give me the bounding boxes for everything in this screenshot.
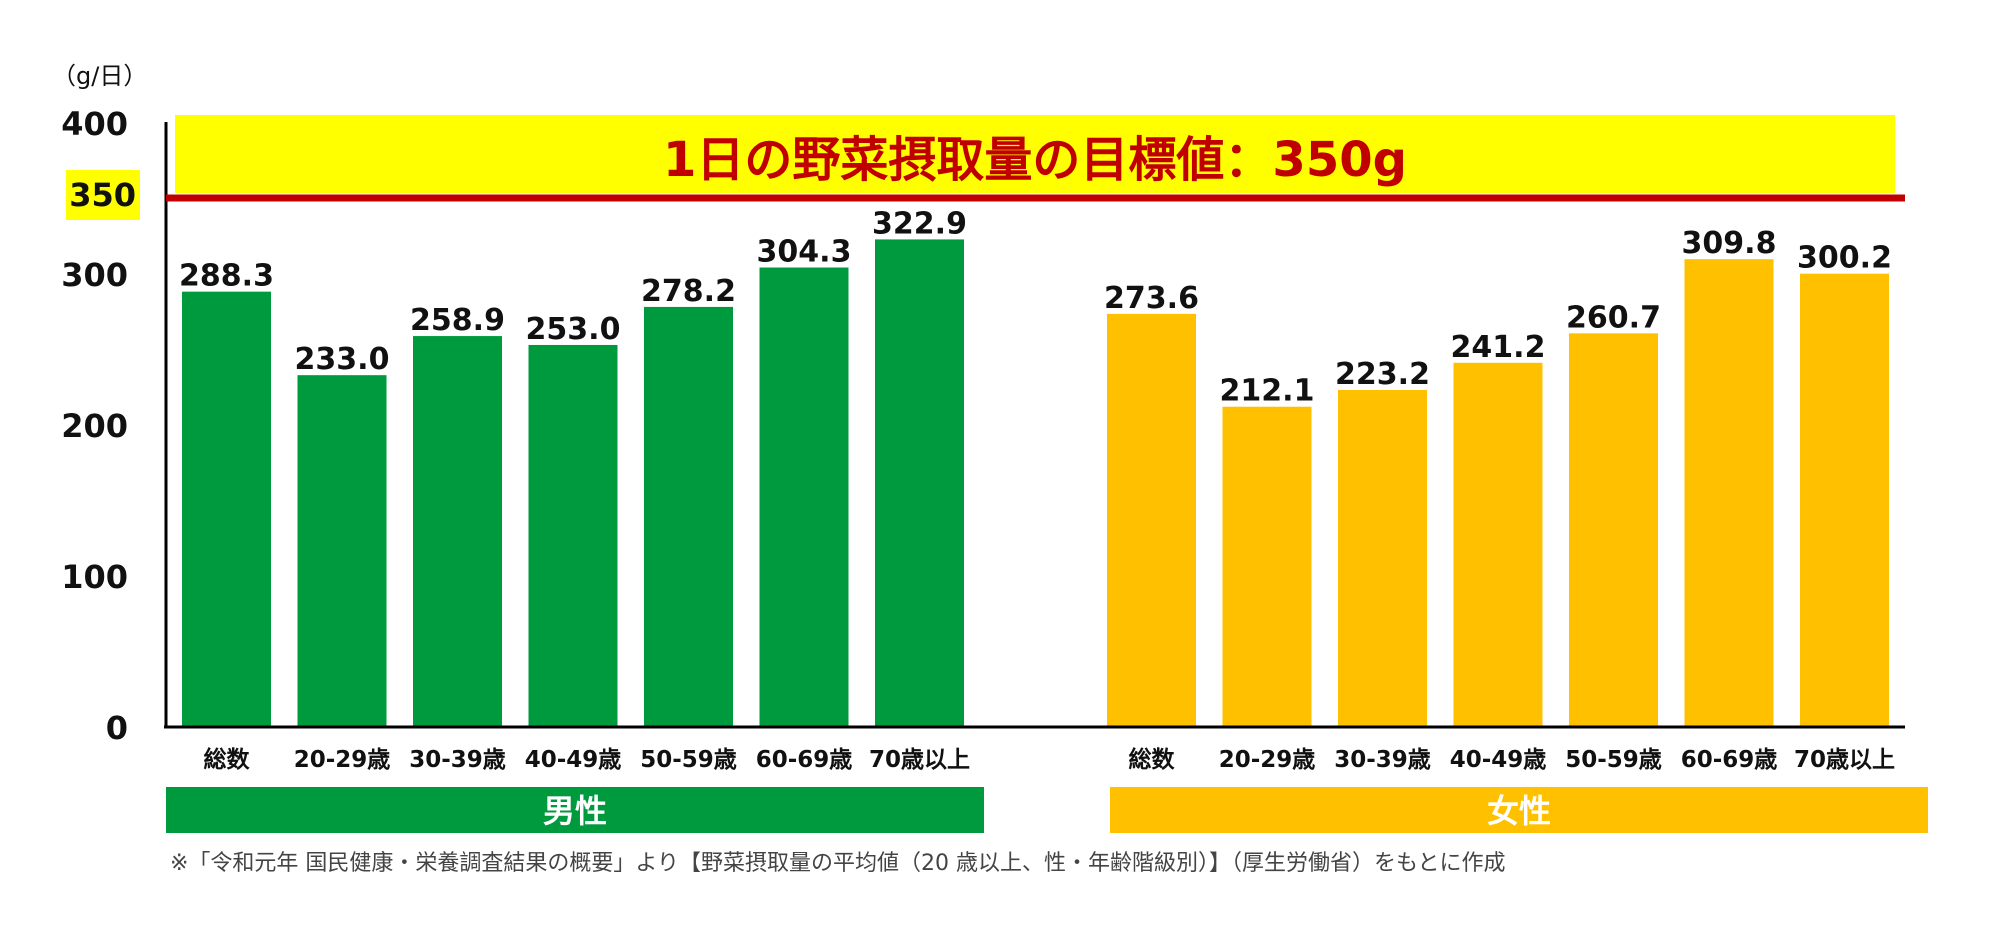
bar-value-label: 304.3 xyxy=(757,235,852,270)
category-label: 20-29歳 xyxy=(294,747,391,773)
bar xyxy=(1684,259,1774,727)
bar xyxy=(875,239,964,727)
category-label: 総数 xyxy=(1129,746,1176,773)
category-label: 70歳以上 xyxy=(1794,747,1895,773)
group-label-male: 男性 xyxy=(543,792,607,830)
bar xyxy=(759,267,849,727)
bar xyxy=(1107,313,1196,727)
bar-value-label: 241.2 xyxy=(1451,330,1546,365)
group-label-female: 女性 xyxy=(1487,792,1551,830)
y-tick-label: 100 xyxy=(61,558,128,596)
y-axis-ticks: 0 100 200 300 400 xyxy=(61,105,128,747)
bar-value-label: 288.3 xyxy=(179,259,274,294)
bar xyxy=(528,344,618,727)
bar-value-label: 260.7 xyxy=(1566,300,1661,335)
category-label: 30-39歳 xyxy=(1334,747,1431,773)
bar-value-label: 223.2 xyxy=(1335,357,1430,392)
y-tick-label: 0 xyxy=(106,709,128,747)
bars-layer: 288.3 総数 233.0 20-29歳 258.9 30-39歳 253.0 40-49歳… xyxy=(179,206,1895,773)
bar xyxy=(644,306,733,727)
bar-value-label: 273.6 xyxy=(1104,281,1199,316)
category-label: 70歳以上 xyxy=(869,747,970,773)
category-label: 40-49歳 xyxy=(1450,747,1547,773)
bar xyxy=(1338,389,1427,727)
bar-value-label: 300.2 xyxy=(1797,241,1892,276)
category-label: 50-59歳 xyxy=(640,747,737,773)
bar xyxy=(1569,333,1658,727)
bar xyxy=(1800,273,1889,727)
target-band xyxy=(175,115,1895,193)
bar-value-label: 233.0 xyxy=(295,342,390,377)
category-label: 50-59歳 xyxy=(1565,747,1662,773)
y-tick-label: 400 xyxy=(61,105,128,143)
category-label: 20-29歳 xyxy=(1219,747,1316,773)
y-unit-label: （g/日） xyxy=(52,62,147,90)
group-band-male xyxy=(166,787,984,833)
bar-value-label: 212.1 xyxy=(1220,374,1315,409)
category-label: 60-69歳 xyxy=(1681,747,1778,773)
category-label: 30-39歳 xyxy=(409,747,506,773)
category-label: 40-49歳 xyxy=(525,747,622,773)
y-tick-label: 300 xyxy=(61,256,128,294)
source-note: ※「令和元年 国民健康・栄養調査結果の概要」より【野菜摂取量の平均値（20 歳以… xyxy=(170,851,1506,876)
bar xyxy=(413,336,502,727)
target-tick-label: 350 xyxy=(69,176,136,214)
bar-value-label: 253.0 xyxy=(526,312,621,347)
bar-value-label: 322.9 xyxy=(872,206,967,241)
category-label: 60-69歳 xyxy=(756,747,853,773)
bar xyxy=(182,291,271,727)
bar-value-label: 309.8 xyxy=(1682,226,1777,261)
bar xyxy=(1453,362,1543,727)
category-label: 総数 xyxy=(204,746,251,773)
bar-value-label: 278.2 xyxy=(641,274,736,309)
bar-value-label: 258.9 xyxy=(410,303,505,338)
bar xyxy=(297,375,387,727)
y-tick-label: 200 xyxy=(61,407,128,445)
target-label-highlight xyxy=(66,170,140,220)
target-title: 1日の野菜摂取量の目標値：350g xyxy=(663,132,1407,188)
group-band-female xyxy=(1110,787,1928,833)
bar xyxy=(1222,406,1312,727)
